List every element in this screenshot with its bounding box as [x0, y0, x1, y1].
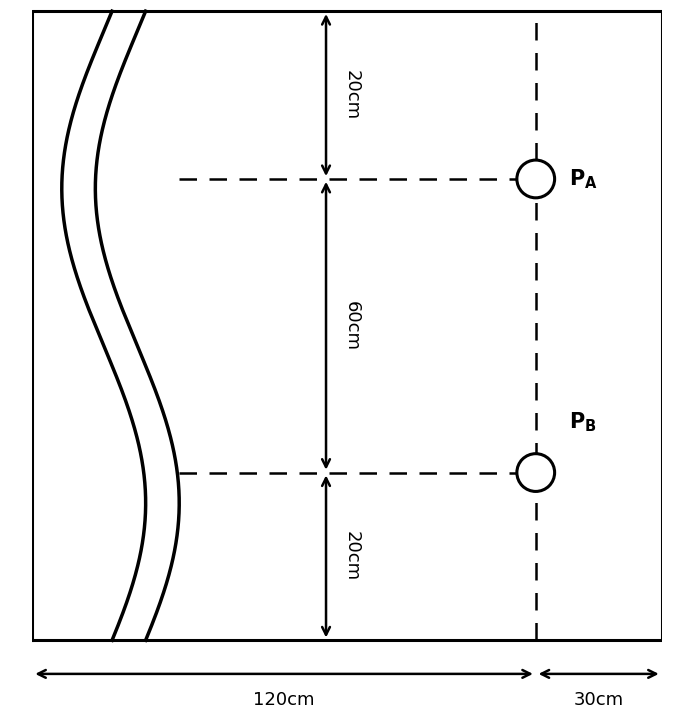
Text: 120cm: 120cm — [253, 691, 315, 709]
Circle shape — [517, 160, 555, 198]
Text: 60cm: 60cm — [343, 301, 361, 350]
Text: 20cm: 20cm — [343, 531, 361, 582]
Text: $\mathbf{P_A}$: $\mathbf{P_A}$ — [569, 167, 598, 190]
Circle shape — [517, 454, 555, 491]
Text: 20cm: 20cm — [343, 70, 361, 120]
Text: $\mathbf{P_B}$: $\mathbf{P_B}$ — [569, 411, 597, 434]
Text: 30cm: 30cm — [574, 691, 624, 709]
